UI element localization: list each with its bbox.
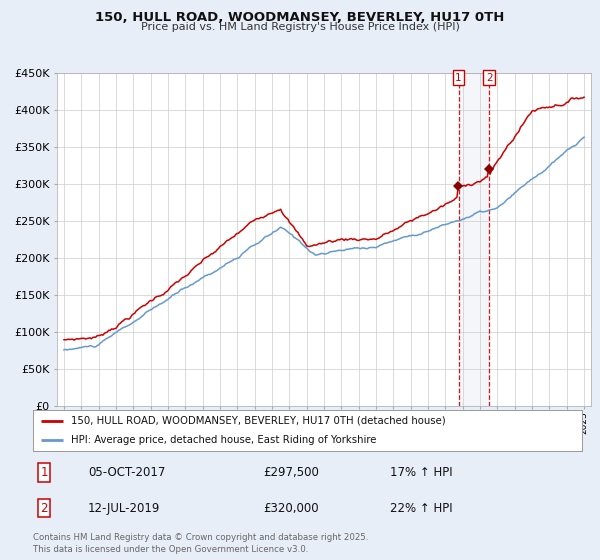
Text: HPI: Average price, detached house, East Riding of Yorkshire: HPI: Average price, detached house, East…	[71, 435, 377, 445]
Text: £320,000: £320,000	[263, 502, 319, 515]
Text: 1: 1	[455, 73, 462, 83]
Text: Contains HM Land Registry data © Crown copyright and database right 2025.
This d: Contains HM Land Registry data © Crown c…	[33, 533, 368, 554]
Text: 17% ↑ HPI: 17% ↑ HPI	[390, 466, 452, 479]
Text: 1: 1	[40, 466, 48, 479]
Bar	[458, 73, 490, 406]
Text: 150, HULL ROAD, WOODMANSEY, BEVERLEY, HU17 0TH (detached house): 150, HULL ROAD, WOODMANSEY, BEVERLEY, HU…	[71, 416, 446, 426]
Text: 22% ↑ HPI: 22% ↑ HPI	[390, 502, 452, 515]
Text: £297,500: £297,500	[263, 466, 319, 479]
Text: 05-OCT-2017: 05-OCT-2017	[88, 466, 165, 479]
Text: 2: 2	[486, 73, 493, 83]
Text: 150, HULL ROAD, WOODMANSEY, BEVERLEY, HU17 0TH: 150, HULL ROAD, WOODMANSEY, BEVERLEY, HU…	[95, 11, 505, 24]
Text: 2: 2	[40, 502, 48, 515]
Text: 12-JUL-2019: 12-JUL-2019	[88, 502, 160, 515]
Text: Price paid vs. HM Land Registry's House Price Index (HPI): Price paid vs. HM Land Registry's House …	[140, 22, 460, 32]
